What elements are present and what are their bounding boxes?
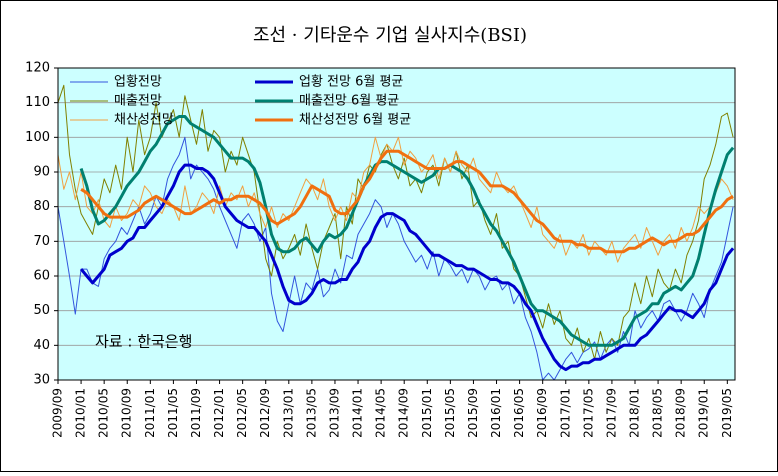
annotation: 자료 : 한국은행 — [95, 333, 192, 351]
series-line — [57, 84, 734, 360]
x-tick-label: 2014/01 — [351, 388, 365, 438]
x-tick-label: 2012/05 — [235, 388, 249, 438]
y-tick-label: 40 — [33, 338, 50, 353]
x-tick-label: 2011/01 — [143, 388, 157, 438]
series-line — [80, 149, 734, 254]
series-line — [79, 115, 735, 347]
series-line — [79, 163, 735, 372]
x-tick-label: 2012/09 — [258, 388, 272, 438]
x-tick-label: 2015/01 — [420, 388, 434, 438]
x-tick-label: 2013/09 — [327, 388, 341, 438]
y-tick-label: 120 — [25, 61, 50, 76]
legend-label: 채산성전망 — [114, 113, 174, 128]
x-tick-label: 2017/01 — [558, 388, 572, 438]
y-tick-label: 90 — [33, 165, 50, 180]
x-tick-label: 2017/09 — [604, 388, 618, 438]
x-tick-label: 2016/09 — [535, 388, 549, 438]
x-tick-label: 2013/05 — [304, 388, 318, 438]
legend-label: 업황전망 — [114, 75, 162, 90]
y-tick-label: 100 — [25, 130, 50, 145]
y-tick-label: 110 — [25, 95, 50, 110]
x-tick-label: 2015/09 — [466, 388, 480, 438]
x-tick-label: 2019/01 — [697, 388, 711, 438]
x-tick-label: 2012/01 — [212, 388, 226, 438]
x-tick-label: 2017/05 — [581, 388, 595, 438]
x-tick-label: 2010/01 — [74, 388, 88, 438]
x-tick-label: 2018/01 — [628, 388, 642, 438]
y-tick-label: 80 — [33, 199, 50, 214]
legend-label: 매출전망 6월 평균 — [299, 94, 399, 109]
legend-label: 매출전망 — [114, 94, 162, 109]
y-tick-label: 70 — [33, 234, 50, 249]
x-tick-label: 2016/05 — [512, 388, 526, 438]
x-tick-label: 2016/01 — [489, 388, 503, 438]
legend-label: 채산성전망 6월 평균 — [299, 113, 411, 128]
y-tick-label: 60 — [33, 269, 50, 284]
x-tick-label: 2011/05 — [166, 388, 180, 438]
plot-border — [57, 67, 736, 381]
x-tick-label: 2014/05 — [374, 388, 388, 438]
x-tick-label: 2013/01 — [281, 388, 295, 438]
x-tick-label: 2010/09 — [120, 388, 134, 438]
x-tick-label: 2011/09 — [189, 388, 203, 438]
legend-label: 업황 전망 6월 평균 — [299, 75, 403, 90]
x-tick-label: 2018/05 — [651, 388, 665, 438]
y-tick-label: 30 — [33, 373, 50, 388]
chart-title: 조선 · 기타운수 기업 실사지수(BSI) — [253, 25, 527, 46]
x-tick-label: 2009/09 — [51, 388, 65, 438]
x-tick-label: 2019/05 — [720, 388, 734, 438]
x-tick-label: 2018/09 — [674, 388, 688, 438]
x-tick-label: 2014/09 — [397, 388, 411, 438]
y-tick-label: 50 — [33, 303, 50, 318]
x-tick-label: 2010/05 — [97, 388, 111, 438]
x-tick-label: 2015/05 — [443, 388, 457, 438]
